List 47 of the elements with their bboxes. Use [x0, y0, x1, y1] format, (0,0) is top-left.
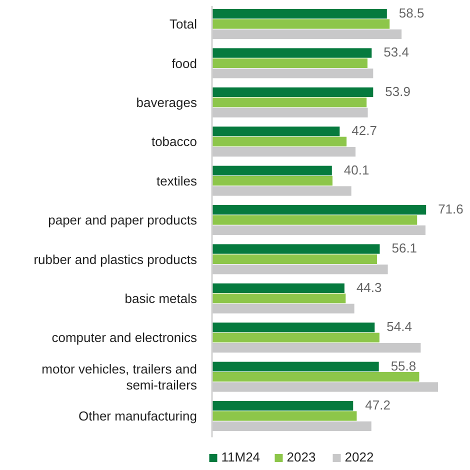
bar [212, 48, 372, 58]
bar [212, 58, 368, 68]
bar [212, 254, 378, 264]
bar [212, 372, 420, 382]
data-label: 53.9 [385, 84, 410, 99]
y-tick-label: computer and electronics [52, 330, 198, 346]
bar [212, 166, 332, 176]
data-label: 40.1 [344, 162, 370, 178]
bar [212, 322, 375, 332]
data-label: 53.4 [384, 44, 409, 60]
bar [212, 136, 347, 146]
legend-label: 2022 [344, 449, 374, 464]
y-tick-label: Other manufacturing [78, 409, 197, 424]
legend-label: 11M24 [221, 449, 260, 464]
y-tick-label: textiles [156, 174, 198, 189]
bar [212, 401, 354, 411]
data-label: 42.7 [352, 123, 377, 138]
y-tick-label: basic metals [124, 291, 198, 306]
bar [212, 362, 379, 372]
y-tick-label: tobacco [151, 134, 197, 150]
legend-label: 2023 [286, 449, 316, 464]
data-label: 56.1 [392, 240, 418, 256]
data-label: 47.2 [365, 398, 390, 413]
y-tick-label: paper and paper products [48, 213, 198, 228]
data-label: 58.5 [398, 6, 424, 21]
y-tick-label: rubber and plastics products [34, 252, 198, 268]
bar [212, 205, 426, 215]
bar [212, 215, 418, 225]
bar [212, 98, 367, 108]
bar [212, 9, 387, 19]
bar [212, 176, 332, 186]
bar [212, 294, 346, 304]
bar [212, 332, 380, 342]
y-tick-label: food [172, 56, 197, 72]
y-tick-label: motor vehicles, trailers and semi-trailers [42, 362, 198, 393]
bar [212, 244, 380, 254]
bar [212, 19, 390, 29]
bar [212, 411, 357, 421]
data-label: 55.8 [390, 358, 416, 374]
data-label: 54.4 [386, 319, 412, 334]
bar [212, 283, 344, 293]
y-tick-label: baverages [136, 95, 198, 110]
data-label: 44.3 [356, 280, 382, 295]
bar [212, 126, 340, 136]
y-tick-label: Total [170, 17, 198, 32]
bar [212, 87, 374, 97]
data-label: 71.6 [438, 202, 464, 217]
